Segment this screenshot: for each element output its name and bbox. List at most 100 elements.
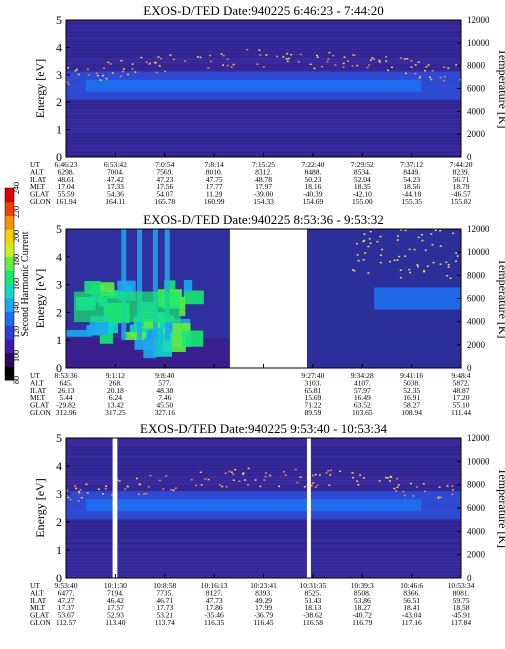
ephem-value: 17.97 [255, 182, 272, 191]
ephem-row-label: ILAT [30, 596, 47, 605]
ephem-value: 9:27:40 [301, 371, 324, 380]
ephem-value: 108.94 [401, 408, 422, 417]
temperature-point [86, 492, 89, 494]
temperature-point [351, 54, 354, 56]
ephem-value: 17.73 [156, 603, 173, 612]
temperature-point [220, 53, 223, 55]
ephem-value: -40.39 [303, 190, 323, 199]
panel-title: EXOS-D/TED Date:940225 6:46:23 - 7:44:20 [143, 3, 383, 18]
temperature-point [357, 259, 360, 262]
temperature-point [396, 235, 399, 237]
temperature-point [286, 52, 289, 55]
ephem-value: 7569. [156, 167, 173, 176]
temperature-point [368, 64, 371, 66]
colorbar-tick-label: 160 [12, 278, 21, 290]
ephem-value: 48.38 [156, 386, 173, 395]
panel-title: EXOS-D/TED Date:940225 9:53:40 - 10:53:3… [140, 421, 387, 436]
ephem-value: -35.46 [204, 611, 224, 620]
spectrogram-cell [183, 290, 204, 305]
ephem-value: 3103. [304, 378, 321, 387]
spectrogram-texture [66, 456, 461, 457]
temperature-point [318, 474, 321, 476]
spectrogram-texture [66, 152, 461, 153]
temperature-point [417, 61, 420, 63]
spectrogram-texture [66, 146, 461, 147]
temperature-point [102, 67, 105, 70]
spectrogram-texture [66, 528, 461, 529]
spectrogram-cell [178, 296, 186, 317]
ephem-value: 59.75 [453, 596, 470, 605]
temperature-point [79, 489, 82, 491]
spectrogram-texture [66, 555, 461, 556]
temperature-point [174, 487, 177, 489]
spectrogram-texture [66, 564, 461, 565]
temperature-point [329, 469, 332, 472]
temperature-point [396, 477, 399, 480]
right-tick-label: 10000 [467, 38, 490, 48]
ephem-row-label: ALT [30, 378, 44, 387]
ephem-value: 46.42 [107, 596, 124, 605]
y-tick-label: 5 [56, 222, 62, 236]
temperature-point [160, 57, 163, 60]
ephem-value: 18.58 [453, 603, 470, 612]
spectrogram-texture [66, 468, 461, 469]
temperature-point [378, 61, 381, 63]
ephem-value: 8010. [206, 167, 223, 176]
ephem-value: 18.41 [403, 603, 420, 612]
ephem-value: 116.58 [303, 618, 324, 627]
temperature-point [242, 472, 245, 474]
right-axis-label: Temperature [K] [496, 48, 505, 128]
spectrogram-texture [66, 68, 461, 69]
spectrogram-texture [66, 453, 461, 454]
temperature-point [138, 483, 141, 485]
temperature-point [172, 58, 175, 61]
temperature-point [445, 261, 448, 264]
temperature-point [222, 64, 225, 66]
temperature-point [320, 65, 323, 68]
spectrogram-texture [66, 486, 461, 487]
spectrogram-texture [66, 552, 461, 553]
temperature-point [135, 477, 138, 480]
spectrogram-cell [172, 322, 191, 334]
temperature-point [297, 60, 300, 63]
ephem-value: 10:23:41 [250, 581, 277, 590]
temperature-point [373, 58, 376, 61]
colorbar-segment [5, 311, 14, 326]
temperature-point [353, 54, 356, 57]
temperature-point [459, 79, 461, 81]
temperature-point [376, 240, 379, 243]
temperature-point [127, 73, 130, 76]
temperature-point [276, 55, 279, 58]
temperature-point [440, 496, 443, 499]
ephem-value: 17.04 [58, 182, 75, 191]
ephem-value: 10:1:30 [104, 581, 127, 590]
ephem-value: -44.18 [402, 190, 422, 199]
spectrogram-cell [164, 280, 176, 290]
temperature-point [243, 479, 246, 481]
temperature-point [162, 488, 165, 490]
temperature-point [105, 485, 108, 488]
temperature-point [351, 472, 354, 474]
temperature-point [424, 69, 427, 72]
temperature-point [96, 74, 99, 77]
ephem-value: 5038. [403, 378, 420, 387]
temperature-point [120, 59, 123, 62]
spectrogram-texture [66, 483, 461, 484]
spectrogram-texture [66, 531, 461, 532]
ephem-value: 89.59 [304, 408, 321, 417]
temperature-point [195, 484, 198, 487]
colorbar-segment [5, 297, 14, 312]
ephem-value: 9:41:16 [400, 371, 423, 380]
spectrogram-streak [164, 229, 170, 341]
y-tick-label: 4 [56, 250, 62, 264]
spectrogram-cell [66, 329, 92, 337]
ephem-value: 6477. [58, 588, 75, 597]
temperature-point [371, 57, 374, 59]
y-tick-label: 2 [56, 305, 62, 319]
spectrogram-texture [66, 540, 461, 541]
spectrogram-texture [66, 459, 461, 460]
temperature-point [143, 493, 146, 495]
ephem-value: 18.79 [453, 182, 470, 191]
temperature-point [369, 230, 372, 233]
temperature-point [408, 248, 411, 251]
